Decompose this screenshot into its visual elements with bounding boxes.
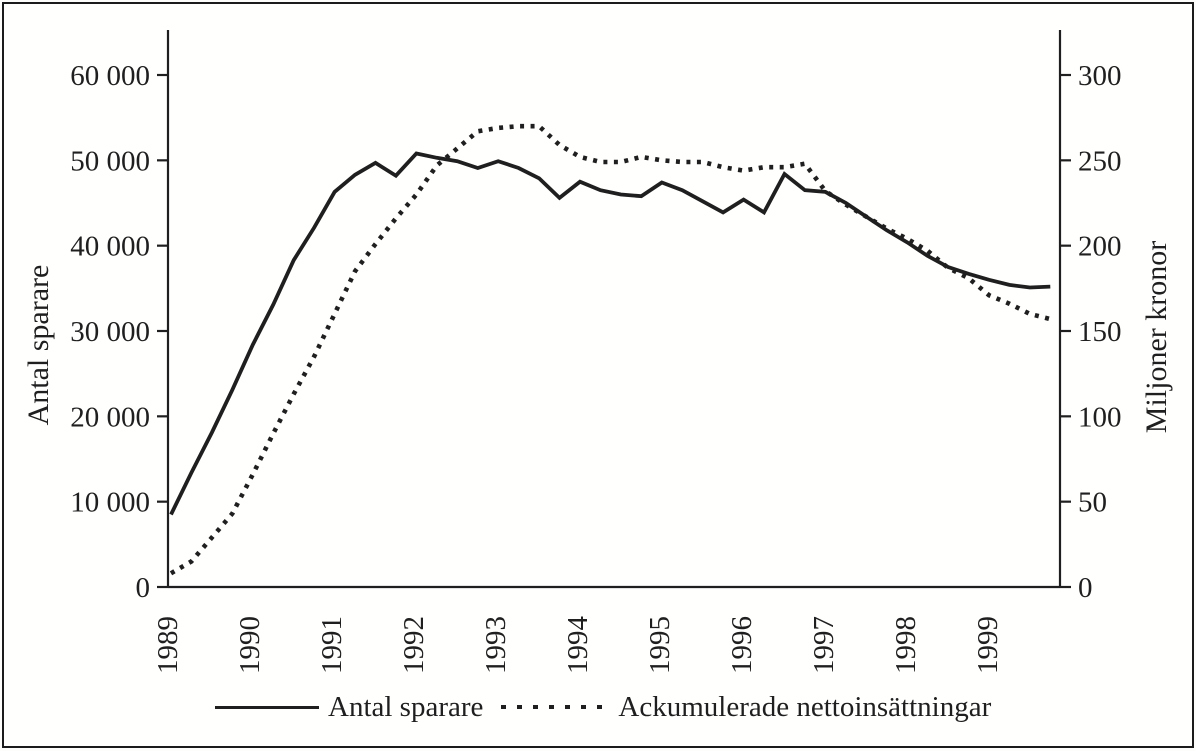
right-axis-tick-label: 150 [1078, 316, 1122, 348]
right-axis-tick-label: 0 [1078, 572, 1093, 604]
x-axis-year-label: 1996 [726, 616, 758, 674]
left-axis-tick-label: 40 000 [70, 231, 150, 263]
right-axis-tick-label: 300 [1078, 60, 1122, 92]
x-axis-year-label: 1992 [398, 616, 430, 674]
x-axis-year-label: 1997 [808, 616, 840, 674]
x-axis-year-label: 1995 [644, 616, 676, 674]
right-axis-tick-label: 50 [1078, 487, 1107, 519]
legend-label-antal-sparare: Antal sparare [328, 690, 484, 723]
series-line-antal-sparare [169, 151, 1051, 516]
x-axis-year-label: 1999 [972, 616, 1004, 674]
left-axis-tick-label: 50 000 [70, 145, 150, 177]
left-axis-tick-label: 30 000 [70, 316, 150, 348]
x-axis-year-label: 1991 [316, 616, 348, 674]
right-axis-tick-label: 200 [1078, 231, 1122, 263]
legend-solid-line-sample [215, 705, 319, 709]
x-axis-year-label: 1989 [152, 616, 184, 674]
right-axis-tick-label: 250 [1078, 145, 1122, 177]
legend-label-ackumulerade-nettoinsattningar: Ackumulerade nettoinsättningar [618, 690, 992, 723]
x-axis-year-label: 1993 [480, 616, 512, 674]
series-line-ackumulerade-nettoinsattningar [169, 123, 1051, 576]
right-axis-title: Miljoner kronor [1140, 240, 1173, 434]
x-axis-year-label: 1990 [234, 616, 266, 674]
left-axis-tick-label: 0 [136, 572, 151, 604]
left-axis-tick-label: 10 000 [70, 487, 150, 519]
x-axis-year-label: 1994 [562, 616, 594, 675]
legend: Antal sparare Ackumulerade nettoinsättni… [215, 689, 991, 725]
x-axis-year-label: 1998 [890, 616, 922, 674]
right-axis-tick-label: 100 [1078, 401, 1122, 433]
legend-dotted-line-sample [501, 704, 610, 710]
left-axis-title: Antal sparare [22, 264, 55, 426]
left-axis-tick-label: 20 000 [70, 401, 150, 433]
left-axis-tick-label: 60 000 [70, 60, 150, 92]
